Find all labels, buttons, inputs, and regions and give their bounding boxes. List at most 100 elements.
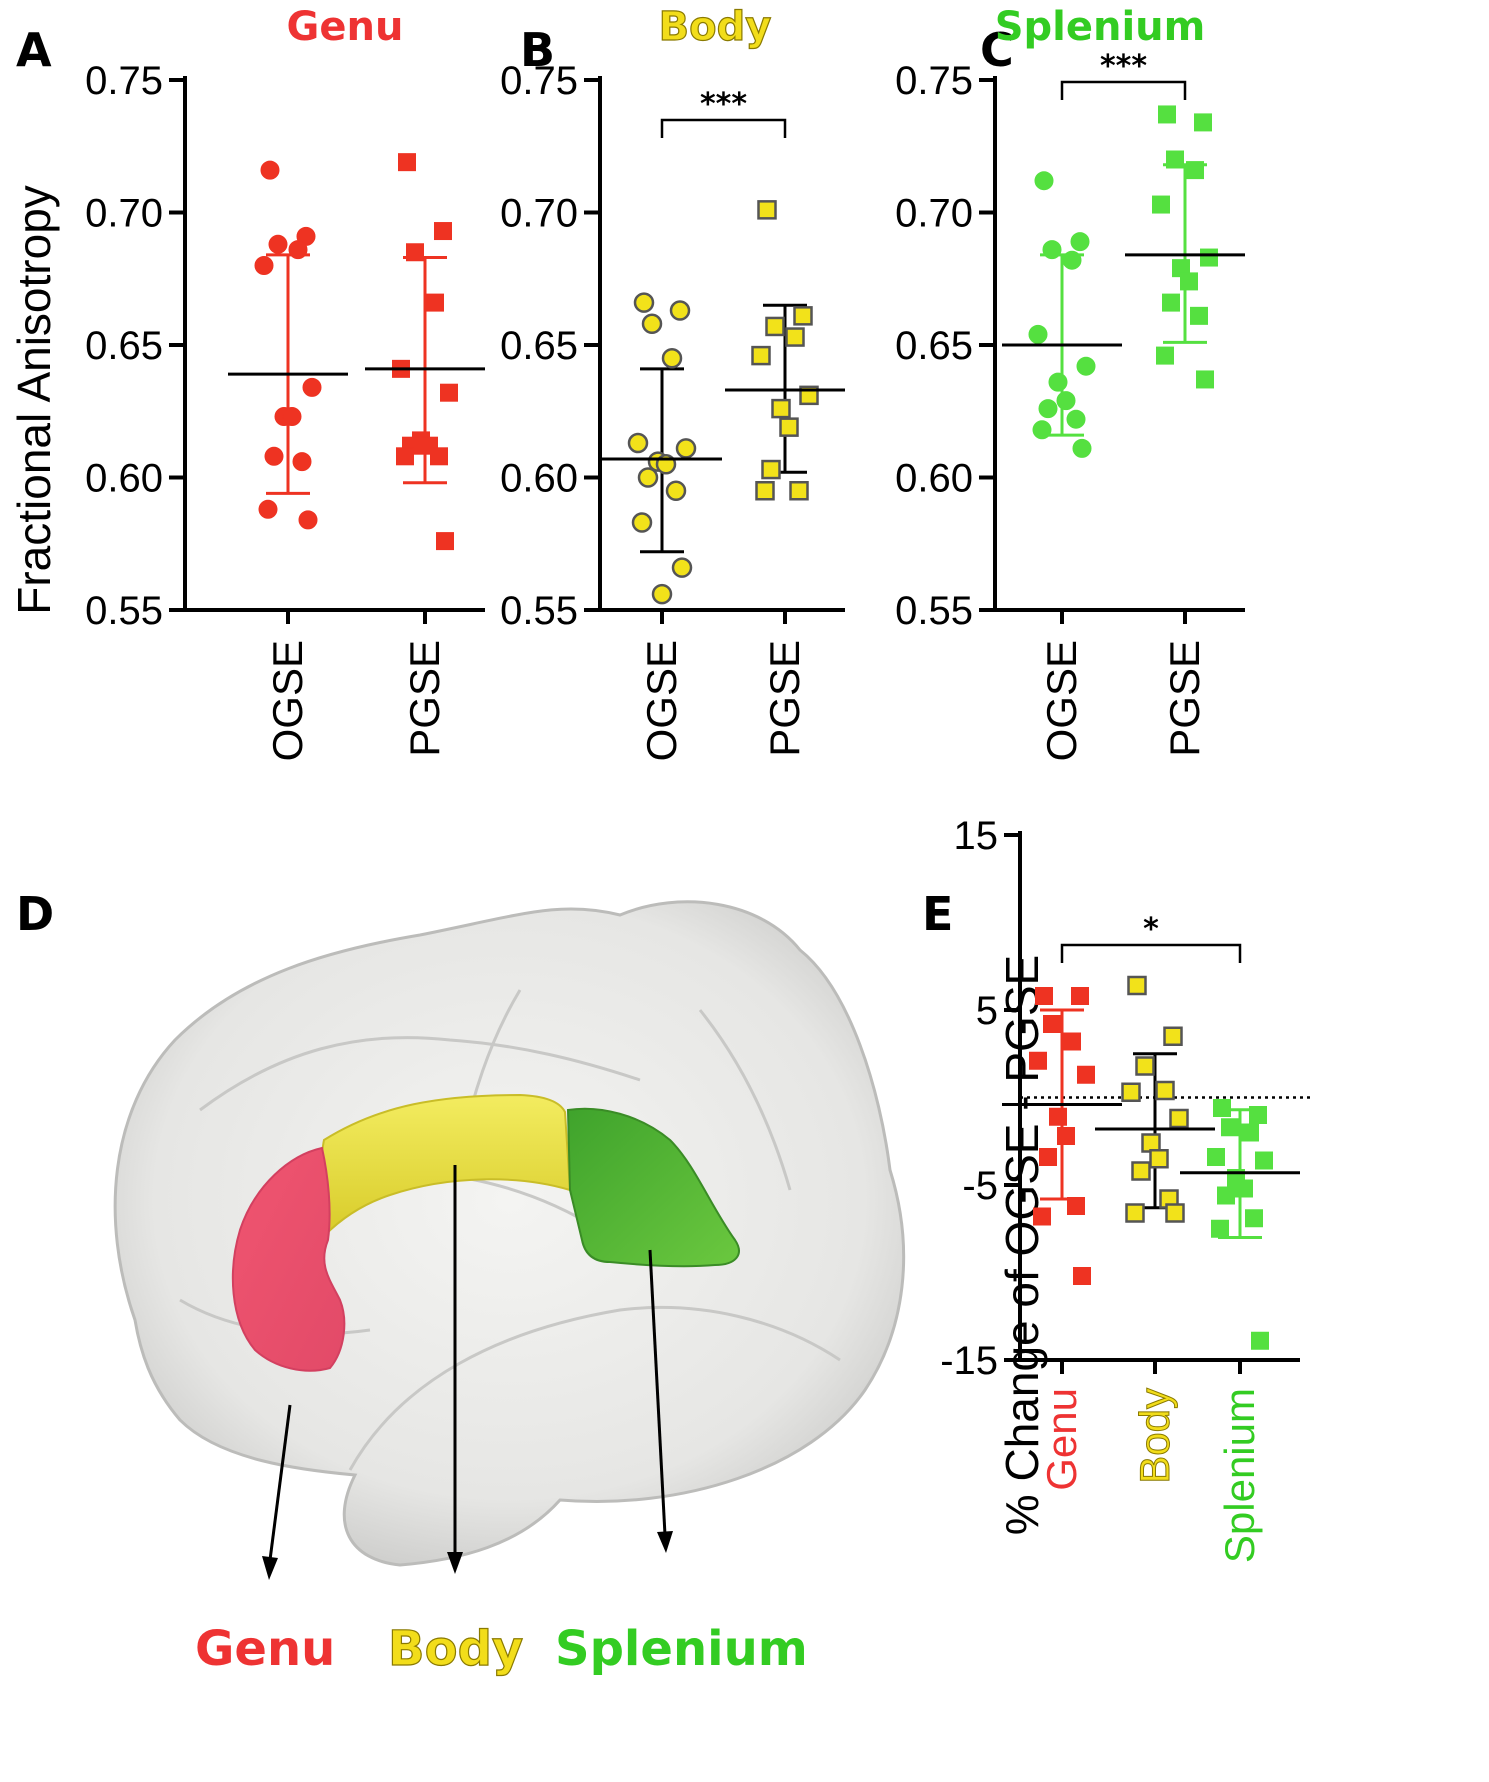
data-point <box>1200 248 1218 267</box>
data-point <box>757 200 777 220</box>
chart-title: Splenium <box>995 4 1206 50</box>
data-point <box>436 532 454 551</box>
data-point <box>1121 1082 1141 1102</box>
y-tick-label: 15 <box>954 814 999 858</box>
y-tick-label: 0.55 <box>895 589 973 633</box>
x-category-label: OGSE <box>1038 640 1085 761</box>
data-point <box>1032 420 1052 440</box>
series-ogse <box>228 160 348 530</box>
x-category-label: OGSE <box>638 640 685 761</box>
brain-label-genu: Genu <box>195 1621 335 1677</box>
data-point <box>1163 1026 1183 1046</box>
x-category-label: OGSE <box>264 640 311 761</box>
significance-bracket <box>1060 80 1187 100</box>
x-category-label: PGSE <box>401 640 448 757</box>
y-tick-label: 0.70 <box>895 192 973 236</box>
data-point <box>1186 161 1204 180</box>
data-point <box>1249 1106 1267 1124</box>
chart-panel-a: Genu 0.55 0.60 0.65 0.70 0.75 OGSE PGSE <box>85 4 485 761</box>
data-point <box>440 383 458 402</box>
panel-label-c: C <box>980 23 1014 77</box>
significance-bracket <box>660 118 787 138</box>
data-point <box>1067 1197 1085 1215</box>
data-point <box>1235 1179 1253 1198</box>
y-tick-label: 0.60 <box>85 457 163 501</box>
data-point <box>406 243 424 262</box>
brain-sulcus-3 <box>698 1009 792 1191</box>
data-point <box>665 480 687 501</box>
data-point <box>633 292 655 313</box>
y-tick-label: 0.75 <box>500 59 578 103</box>
data-point <box>1221 1118 1239 1137</box>
data-point <box>1180 272 1198 291</box>
series-splenium <box>1180 1099 1300 1350</box>
panel-label-e: E <box>922 887 953 941</box>
significance-label: *** <box>1100 49 1147 84</box>
data-point <box>398 153 416 172</box>
series-body <box>1095 975 1215 1223</box>
data-point <box>631 512 653 533</box>
data-point <box>260 160 280 180</box>
y-tick-label: 0.55 <box>500 589 578 633</box>
data-point <box>771 398 791 419</box>
data-point <box>1071 987 1089 1005</box>
data-point <box>1070 232 1090 252</box>
data-point <box>641 313 663 335</box>
series-ogse <box>602 292 722 605</box>
data-point <box>1196 370 1214 389</box>
series-pgse <box>1125 105 1245 389</box>
data-point <box>1217 1186 1235 1205</box>
data-point <box>1194 113 1212 132</box>
significance-label: *** <box>700 87 747 122</box>
panel-label-d: D <box>16 887 54 941</box>
y-tick-label: 0.65 <box>895 324 973 368</box>
significance-bracket <box>1060 943 1242 963</box>
panel-label-b: B <box>520 23 555 77</box>
data-point <box>1125 1203 1145 1223</box>
chart-title: Body <box>659 4 772 50</box>
y-tick-label: -15 <box>940 1339 998 1383</box>
data-point <box>651 583 673 605</box>
data-point <box>254 256 274 275</box>
y-tick-label: 0.75 <box>895 59 973 103</box>
data-point <box>1251 1331 1269 1350</box>
data-point <box>1241 1123 1259 1142</box>
chart-panel-b: Body 0.55 0.60 0.65 0.70 0.75 OGSE PGSE *** <box>500 3 845 761</box>
data-point <box>1141 1133 1161 1153</box>
data-point <box>1166 150 1184 169</box>
brain-illustration: Genu Body Splenium <box>113 900 906 1678</box>
brain-label-body: Body <box>388 1621 523 1677</box>
chart-panel-c: Splenium 0.55 0.60 0.65 0.70 0.75 OGSE PGSE *** <box>895 4 1245 761</box>
arrow-genu-line <box>268 1404 292 1561</box>
data-point <box>1039 1148 1057 1166</box>
y-tick-label: 0.65 <box>500 324 578 368</box>
data-point <box>1158 105 1176 124</box>
brain-label-splenium: Splenium <box>555 1621 808 1677</box>
data-point <box>1035 987 1053 1005</box>
data-point <box>1029 1051 1047 1070</box>
data-point <box>765 316 785 337</box>
chart-title: Genu <box>287 4 404 50</box>
data-point <box>1049 1107 1067 1126</box>
y-tick-label: 0.55 <box>85 589 163 633</box>
data-point <box>1033 1207 1051 1226</box>
data-point <box>298 510 318 530</box>
arrow-body-head <box>447 1552 463 1574</box>
data-point <box>1245 1209 1263 1228</box>
x-category-label: Body <box>1131 1388 1178 1484</box>
data-point <box>1162 293 1180 312</box>
significance-label: * <box>1143 912 1159 947</box>
data-point <box>1152 195 1170 214</box>
data-point <box>1073 1267 1091 1285</box>
data-point <box>779 417 799 437</box>
data-point <box>627 432 649 454</box>
data-point <box>1190 306 1208 325</box>
brain-sulcus-4 <box>348 1305 841 1471</box>
chart-panel-e: -15 -5 5 15 Genu Body Splenium * <box>940 814 1310 1563</box>
data-point <box>1048 372 1068 392</box>
data-point <box>1149 1149 1169 1169</box>
data-point <box>1077 1065 1095 1084</box>
data-point <box>1043 1015 1061 1033</box>
data-point <box>258 499 278 519</box>
data-point <box>1076 356 1096 376</box>
